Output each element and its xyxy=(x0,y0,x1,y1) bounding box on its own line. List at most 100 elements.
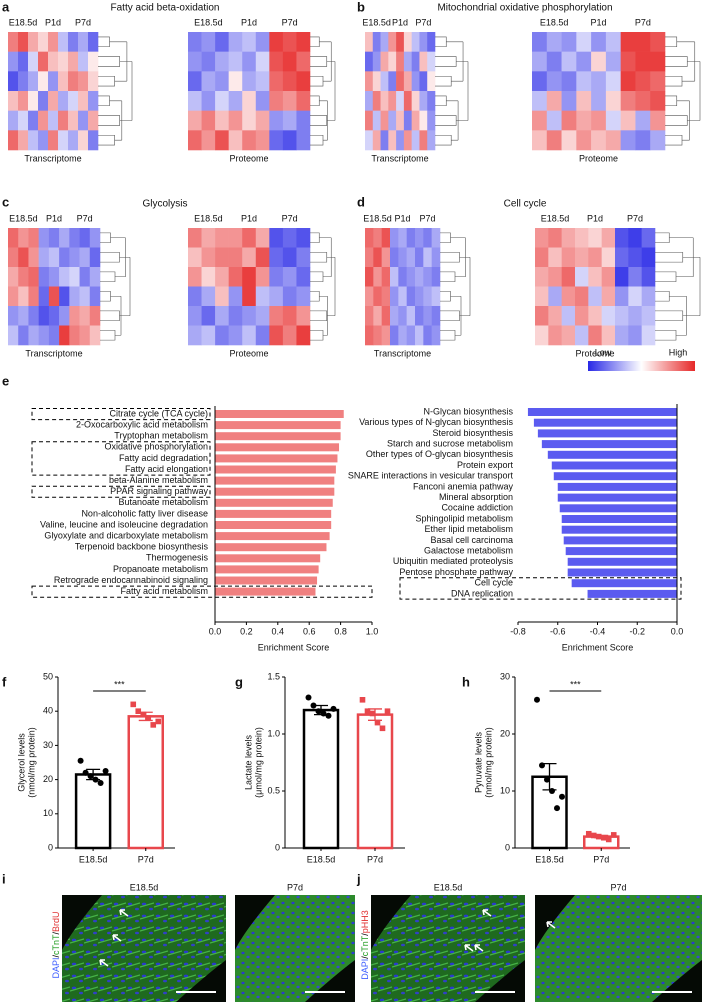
data-point xyxy=(554,805,560,812)
heatmap-cell xyxy=(365,51,374,72)
heatmap-cell xyxy=(18,286,29,307)
heatmap-cell xyxy=(282,228,297,248)
bar xyxy=(215,565,319,574)
heatmap-cell xyxy=(548,306,562,326)
tissue-void xyxy=(535,895,575,950)
heatmap-cell xyxy=(419,32,428,52)
heatmap-cell xyxy=(255,325,270,346)
legend-high: High xyxy=(669,347,688,357)
heatmap-cell xyxy=(372,51,381,72)
arrow xyxy=(112,934,122,942)
heatmap-cell xyxy=(641,325,656,346)
data-point xyxy=(310,702,317,709)
heatmap-cell xyxy=(59,306,70,326)
heatmap-cell xyxy=(255,306,270,326)
heatmap-cell xyxy=(380,32,389,52)
heatmap-cell xyxy=(548,228,562,248)
data-point xyxy=(305,694,312,701)
heatmap-cell xyxy=(228,228,243,248)
heatmap-cell xyxy=(188,32,202,52)
heatmap-cell xyxy=(575,286,589,307)
heatmap-cell xyxy=(296,267,311,287)
dendrogram xyxy=(100,291,121,302)
heatmap-cell xyxy=(620,91,636,111)
x-tick-label: 0.0 xyxy=(209,626,222,636)
heatmap-cell xyxy=(403,130,412,151)
heatmap-cell xyxy=(403,51,412,72)
heatmap-cell xyxy=(372,71,381,92)
bar xyxy=(557,482,677,491)
x-tick-label: 0.6 xyxy=(303,626,316,636)
heatmap-cell xyxy=(576,130,592,151)
heatmap-cell xyxy=(380,110,389,131)
heatmap-cell xyxy=(296,71,311,92)
heatmap-cell xyxy=(365,306,374,326)
heatmap-label: Proteome xyxy=(575,348,614,358)
heatmap-cell xyxy=(641,247,656,268)
heatmap-cell xyxy=(269,71,284,92)
heatmap-cell xyxy=(38,325,50,346)
heatmap-cell xyxy=(406,306,416,326)
data-point xyxy=(359,697,366,703)
heatmap-cell xyxy=(561,110,577,131)
x-tick-label: E18.5d xyxy=(535,854,564,864)
heatmap-cell xyxy=(561,228,576,248)
category-label: Citrate cycle (TCA cycle) xyxy=(109,408,208,418)
heatmap-cell xyxy=(8,306,19,326)
heatmap-cell xyxy=(28,71,39,92)
heatmap-cell xyxy=(427,32,436,52)
heatmap-cell xyxy=(406,228,416,248)
heatmap-cell xyxy=(282,71,297,92)
heatmap-cell xyxy=(548,325,562,346)
heatmap-cell xyxy=(78,110,89,131)
bar xyxy=(541,440,677,449)
heatmap-cell xyxy=(269,51,284,72)
data-point xyxy=(140,711,147,718)
bar xyxy=(533,418,677,427)
dendrogram xyxy=(435,95,459,107)
heatmap-cell xyxy=(415,267,424,287)
stain-part: / xyxy=(51,931,61,934)
data-point xyxy=(130,701,137,708)
heatmap-cell xyxy=(532,71,548,92)
heatmap-cell xyxy=(89,247,101,268)
heatmap-cell xyxy=(588,267,602,287)
heatmap-cell xyxy=(242,110,257,131)
heatmap-cell xyxy=(242,286,257,307)
heatmap-cell xyxy=(242,32,257,52)
heatmap-cell xyxy=(282,267,297,287)
bar xyxy=(567,568,677,577)
heatmap-cell xyxy=(188,110,202,131)
dendrogram xyxy=(435,134,459,146)
category-label: Cocaine addiction xyxy=(441,503,513,513)
heatmap-cell xyxy=(18,32,29,52)
dendrogram xyxy=(440,310,461,321)
data-point xyxy=(77,757,84,764)
heatmap-cell xyxy=(8,267,19,287)
heatmap-label: Transcriptome xyxy=(24,153,81,163)
heatmap-cell xyxy=(423,286,432,307)
category-label: Non-alcoholic fatty liver disease xyxy=(81,508,208,518)
panel-letter: b xyxy=(357,0,365,14)
column-group-label: P1d xyxy=(392,17,408,27)
data-point xyxy=(82,769,89,776)
heatmap-cell xyxy=(381,286,391,307)
heatmap-cell xyxy=(628,247,642,268)
heatmap-cell xyxy=(188,325,202,346)
stain-part: DAPI xyxy=(51,958,61,979)
dendrogram xyxy=(310,36,332,48)
stain-part: cTnT xyxy=(51,934,61,955)
heatmap-cell xyxy=(406,247,416,268)
heatmap-cell xyxy=(58,110,69,131)
heatmap-cell xyxy=(615,286,629,307)
heatmap-cell xyxy=(88,51,99,72)
heatmap-cell xyxy=(411,71,420,92)
highlight-box xyxy=(399,577,682,600)
heatmap-cell xyxy=(615,247,629,268)
heatmap-cell xyxy=(269,306,284,326)
heatmap-cell xyxy=(38,91,49,111)
bar xyxy=(553,472,677,481)
heatmap-cell xyxy=(282,325,297,346)
heatmap-cell xyxy=(423,325,432,346)
